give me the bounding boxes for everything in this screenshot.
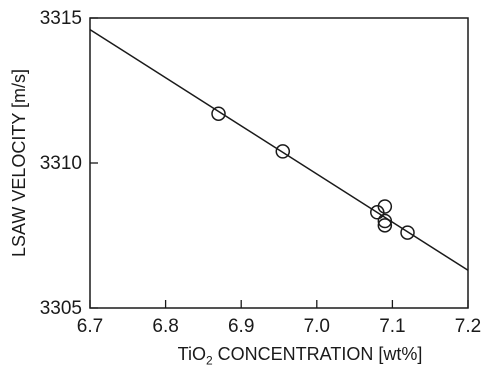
y-tick-label: 3305 <box>40 298 82 319</box>
x-tick-label: 7.1 <box>379 316 405 337</box>
data-point <box>275 144 291 159</box>
data-point <box>377 199 393 214</box>
x-tick-label: 7.2 <box>455 316 481 337</box>
data-point <box>211 106 226 121</box>
plot-area <box>89 28 469 271</box>
x-tick-label: 6.8 <box>152 316 178 337</box>
y-axis-ticks: 3305 3310 3315 <box>40 8 98 319</box>
x-axis-title: TiO2 CONCENTRATION [wt%] <box>90 344 483 368</box>
x-tick-label: 7.0 <box>304 316 330 337</box>
x-tick-label: 6.7 <box>77 316 103 337</box>
data-point <box>377 213 393 229</box>
x-axis-ticks: 6.7 6.8 6.9 7.0 7.1 7.2 <box>77 300 481 337</box>
y-tick-label: 3315 <box>40 8 82 29</box>
x-axis-title-pre: TiO <box>177 344 206 364</box>
data-point <box>377 218 393 233</box>
x-tick-label: 6.9 <box>228 316 254 337</box>
fit-line <box>89 28 469 271</box>
x-axis-title-subscript: 2 <box>205 353 213 368</box>
y-axis-title: LSAW VELOCITY [m/s] <box>9 69 29 257</box>
y-tick-label: 3310 <box>40 153 82 174</box>
x-axis-title-post: CONCENTRATION [wt%] <box>212 344 423 364</box>
data-point <box>400 225 415 240</box>
plot-frame <box>89 17 469 309</box>
